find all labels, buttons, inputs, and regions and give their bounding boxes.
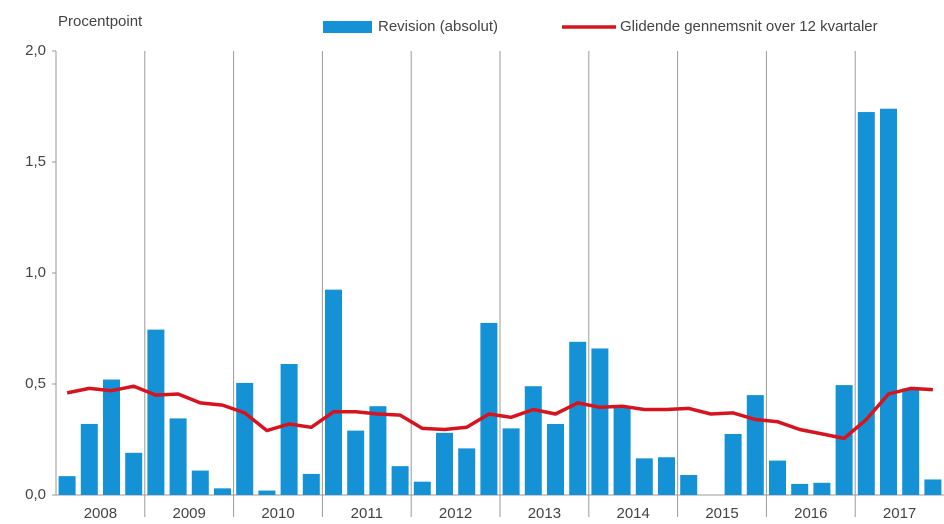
bar (436, 432, 453, 495)
bar (125, 452, 143, 495)
bar (103, 379, 120, 495)
bar (391, 466, 409, 495)
bar (613, 406, 631, 495)
y-tick-label: 1,0 (25, 264, 46, 281)
x-tick-label: 2015 (705, 505, 738, 522)
bar (591, 348, 609, 495)
y-tick-label: 2,0 (25, 42, 46, 59)
bar (80, 423, 98, 495)
bar (502, 428, 520, 495)
bar (214, 488, 231, 495)
bar (458, 448, 476, 495)
bar (769, 460, 786, 495)
bar (58, 476, 76, 495)
x-tick-label: 2013 (528, 505, 561, 522)
x-tick-label: 2017 (883, 505, 916, 522)
bar (236, 382, 254, 495)
bar (169, 418, 187, 495)
x-tick-label: 2010 (261, 505, 294, 522)
bar (635, 458, 653, 495)
bar (325, 289, 342, 495)
bar (680, 475, 698, 495)
x-tick-label: 2011 (351, 505, 383, 522)
x-tick-label: 2012 (439, 505, 472, 522)
x-tick-label: 2009 (173, 505, 206, 522)
bar (347, 430, 365, 495)
bar (191, 470, 209, 495)
x-tick-label: 2008 (84, 505, 117, 522)
bar (569, 341, 587, 495)
legend-swatch (323, 21, 372, 33)
bar (480, 322, 498, 495)
bar (857, 112, 875, 496)
bar (413, 481, 431, 495)
bar (302, 473, 320, 495)
x-tick-label: 2016 (794, 505, 827, 522)
bar (280, 364, 298, 495)
x-tick-label: 2014 (617, 505, 650, 522)
bar (547, 423, 564, 495)
y-tick-label: 0,5 (25, 375, 46, 392)
bar (258, 490, 276, 495)
bar (524, 386, 542, 495)
y-tick-label: 0,0 (25, 486, 46, 503)
average-line (66, 384, 933, 441)
bar (880, 108, 897, 495)
bar (924, 479, 942, 495)
bar (813, 482, 831, 495)
bar (902, 388, 920, 495)
y-axis-label: Procentpoint (58, 13, 143, 30)
bar (147, 329, 165, 495)
bar (724, 433, 742, 495)
bar (791, 483, 809, 495)
bar (369, 406, 387, 495)
legend-label: Glidende gennemsnit over 12 kvartaler (620, 18, 878, 35)
y-tick-label: 1,5 (25, 153, 46, 170)
legend-label: Revision (absolut) (378, 18, 498, 35)
bar (746, 395, 764, 495)
bar (658, 457, 675, 495)
